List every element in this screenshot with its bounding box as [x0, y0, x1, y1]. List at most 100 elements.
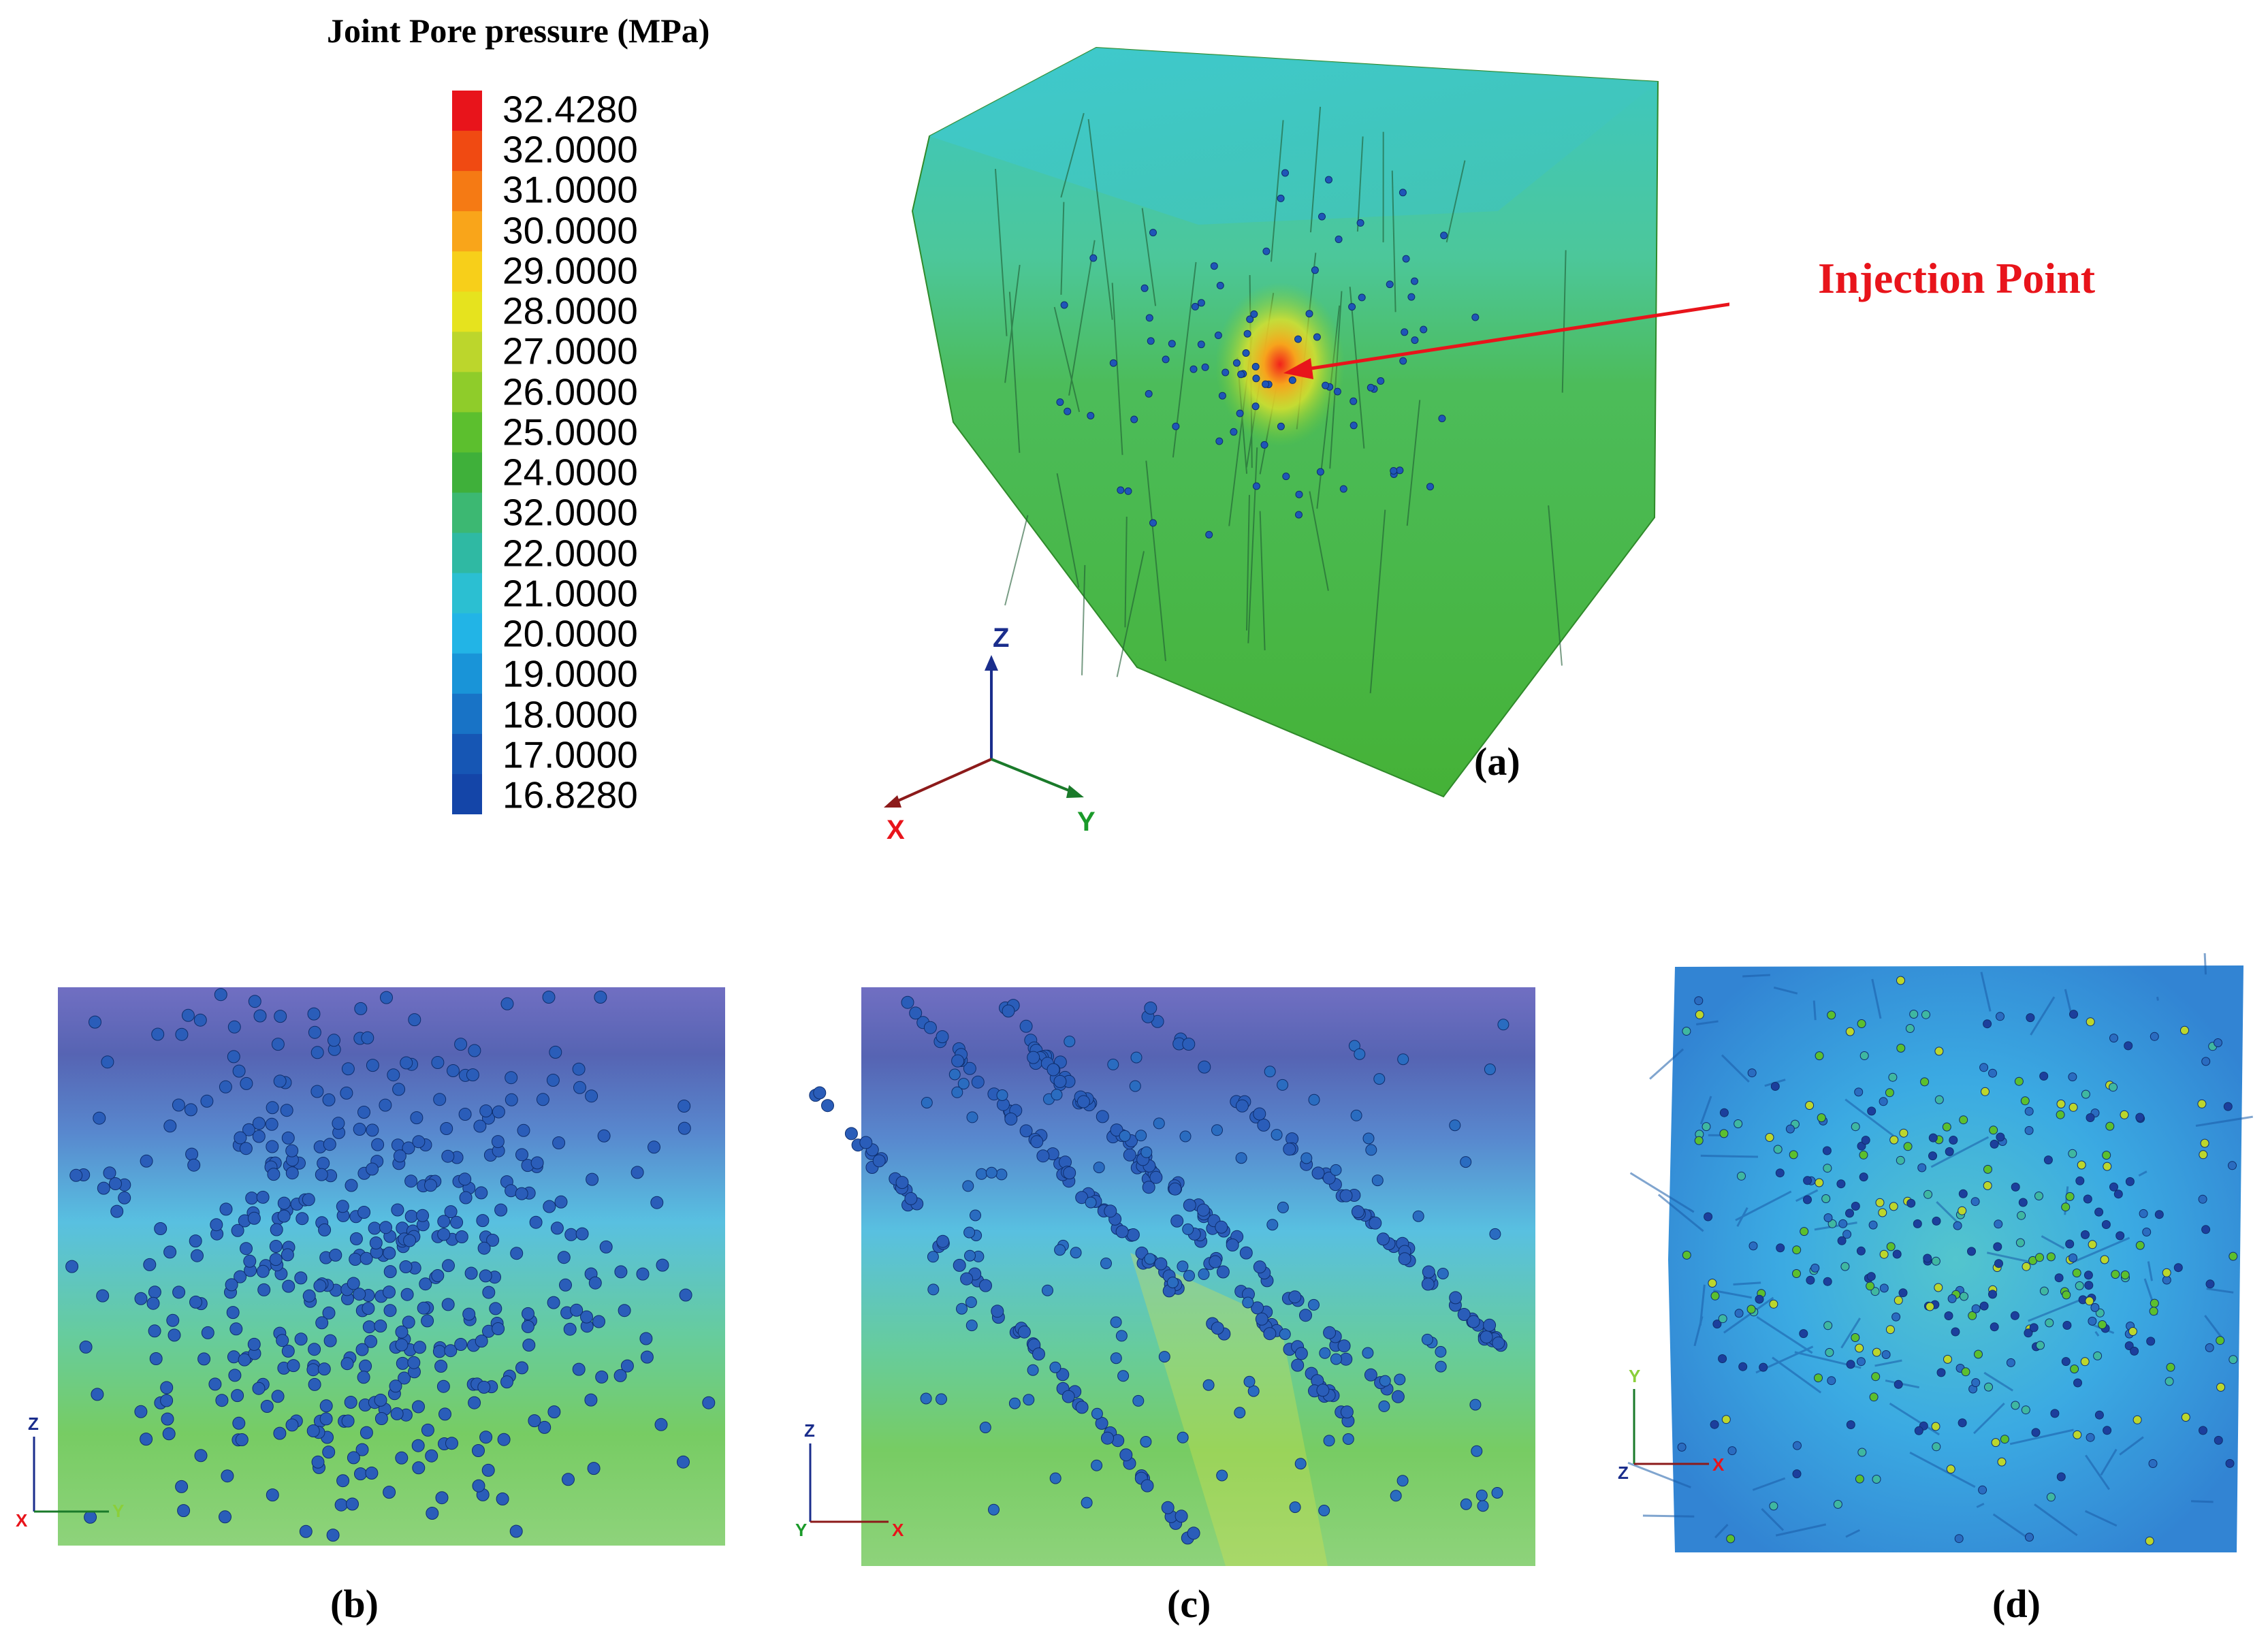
- event-dot: [438, 1407, 451, 1421]
- event-dot: [1866, 1272, 1876, 1281]
- legend-labels: 32.4280 32.0000 31.0000 30.0000 29.0000 28.00…: [502, 91, 720, 814]
- event-dot: [1888, 1072, 1898, 1082]
- event-dot: [1175, 1510, 1188, 1523]
- event-dot: [1316, 1384, 1330, 1397]
- event-dot: [948, 1068, 961, 1081]
- event-dot: [1971, 1378, 1981, 1388]
- event-dot: [1866, 1281, 1875, 1291]
- legend-label: 32.0000: [502, 128, 638, 171]
- event-dot: [200, 1094, 214, 1108]
- event-dot: [572, 1062, 586, 1076]
- fracture-line: [1840, 1317, 1862, 1349]
- event-dot: [1262, 247, 1271, 255]
- event-dot: [1027, 1051, 1040, 1064]
- colorbar-segment: [452, 573, 482, 614]
- event-dot: [215, 1394, 229, 1407]
- event-dot: [1989, 1125, 1998, 1135]
- event-dot: [1842, 1230, 1852, 1239]
- event-dot: [1115, 1330, 1128, 1342]
- event-dot: [991, 1305, 1004, 1318]
- legend-label: 18.0000: [502, 693, 638, 736]
- fracture-line: [1246, 494, 1250, 630]
- event-dot: [148, 1285, 161, 1299]
- event-dot: [2011, 1182, 2020, 1192]
- event-dot: [2165, 1377, 2174, 1386]
- event-dot: [185, 1147, 199, 1161]
- event-dot: [1971, 1304, 1981, 1313]
- event-dot: [149, 1352, 163, 1365]
- microseismic-events-b: [65, 988, 716, 1542]
- pressure-colorbar: [452, 91, 482, 814]
- event-dot: [412, 1135, 426, 1149]
- event-dot: [400, 1288, 414, 1301]
- event-dot: [349, 1232, 363, 1245]
- axis-x-label-a: X: [887, 815, 905, 844]
- event-dot: [2162, 1268, 2171, 1277]
- event-dot: [2181, 1413, 2190, 1422]
- event-dot: [323, 1138, 336, 1151]
- event-dot: [1242, 349, 1250, 357]
- event-dot: [266, 1101, 279, 1115]
- event-dot: [482, 1285, 496, 1299]
- event-dot: [2109, 1182, 2118, 1192]
- event-dot: [1949, 1136, 1958, 1145]
- fracture-line: [1874, 1359, 1902, 1367]
- event-dot: [1362, 1347, 1374, 1359]
- event-dot: [69, 1168, 83, 1182]
- event-dot: [618, 1304, 631, 1317]
- event-dot: [1859, 1172, 1868, 1182]
- event-dot: [441, 1298, 455, 1311]
- event-dot: [1196, 1203, 1210, 1217]
- event-dot: [2021, 1405, 2030, 1415]
- event-dot: [189, 1234, 202, 1248]
- event-dot: [252, 1130, 266, 1143]
- event-dot: [2154, 1210, 2164, 1219]
- event-dot: [383, 1304, 397, 1317]
- event-dot: [1460, 1156, 1472, 1168]
- panel-b-label: (b): [330, 1582, 379, 1626]
- event-dot: [2024, 1106, 2034, 1116]
- event-dot: [103, 1166, 116, 1180]
- event-dot: [1313, 333, 1321, 341]
- event-dot: [1027, 1364, 1039, 1376]
- fracture-line: [1714, 1524, 1729, 1539]
- fracture-line: [1259, 511, 1266, 651]
- event-dot: [239, 1142, 253, 1155]
- event-dot: [529, 1215, 543, 1229]
- event-dot: [1142, 1181, 1155, 1194]
- event-dot: [1932, 1216, 1941, 1226]
- event-dot: [2026, 1013, 2035, 1023]
- fracture-line: [1909, 1452, 1976, 1488]
- event-dot: [271, 1038, 285, 1051]
- event-dot: [161, 1412, 174, 1426]
- event-dot: [1330, 1164, 1342, 1176]
- event-dot: [1899, 1128, 1908, 1138]
- event-dot: [425, 1449, 438, 1463]
- event-dot: [1806, 1275, 1815, 1285]
- event-dot: [1004, 1113, 1018, 1125]
- event-dot: [1216, 1469, 1228, 1482]
- event-dot: [1489, 1228, 1501, 1240]
- event-dot: [1776, 1243, 1785, 1253]
- event-dot: [1477, 1500, 1489, 1512]
- event-dot: [444, 1344, 458, 1358]
- event-dot: [1710, 1291, 1720, 1300]
- event-dot: [1110, 1123, 1123, 1137]
- fracture-line: [2009, 1428, 2074, 1446]
- event-dot: [1042, 1284, 1053, 1296]
- event-dot: [552, 1136, 566, 1149]
- event-dot: [1291, 1358, 1305, 1372]
- event-dot: [1364, 1368, 1377, 1382]
- event-dot: [323, 1334, 337, 1347]
- event-dot: [1377, 377, 1385, 385]
- event-dot: [247, 1211, 261, 1225]
- event-dot: [2128, 1327, 2137, 1336]
- event-dot: [2115, 1231, 2125, 1241]
- event-dot: [362, 1302, 375, 1315]
- event-dot: [1243, 1375, 1256, 1388]
- event-dot: [1891, 1312, 1901, 1322]
- event-dot: [1129, 1080, 1141, 1092]
- event-dot: [2094, 1207, 2104, 1217]
- event-dot: [1135, 1130, 1147, 1142]
- event-dot: [1349, 397, 1358, 405]
